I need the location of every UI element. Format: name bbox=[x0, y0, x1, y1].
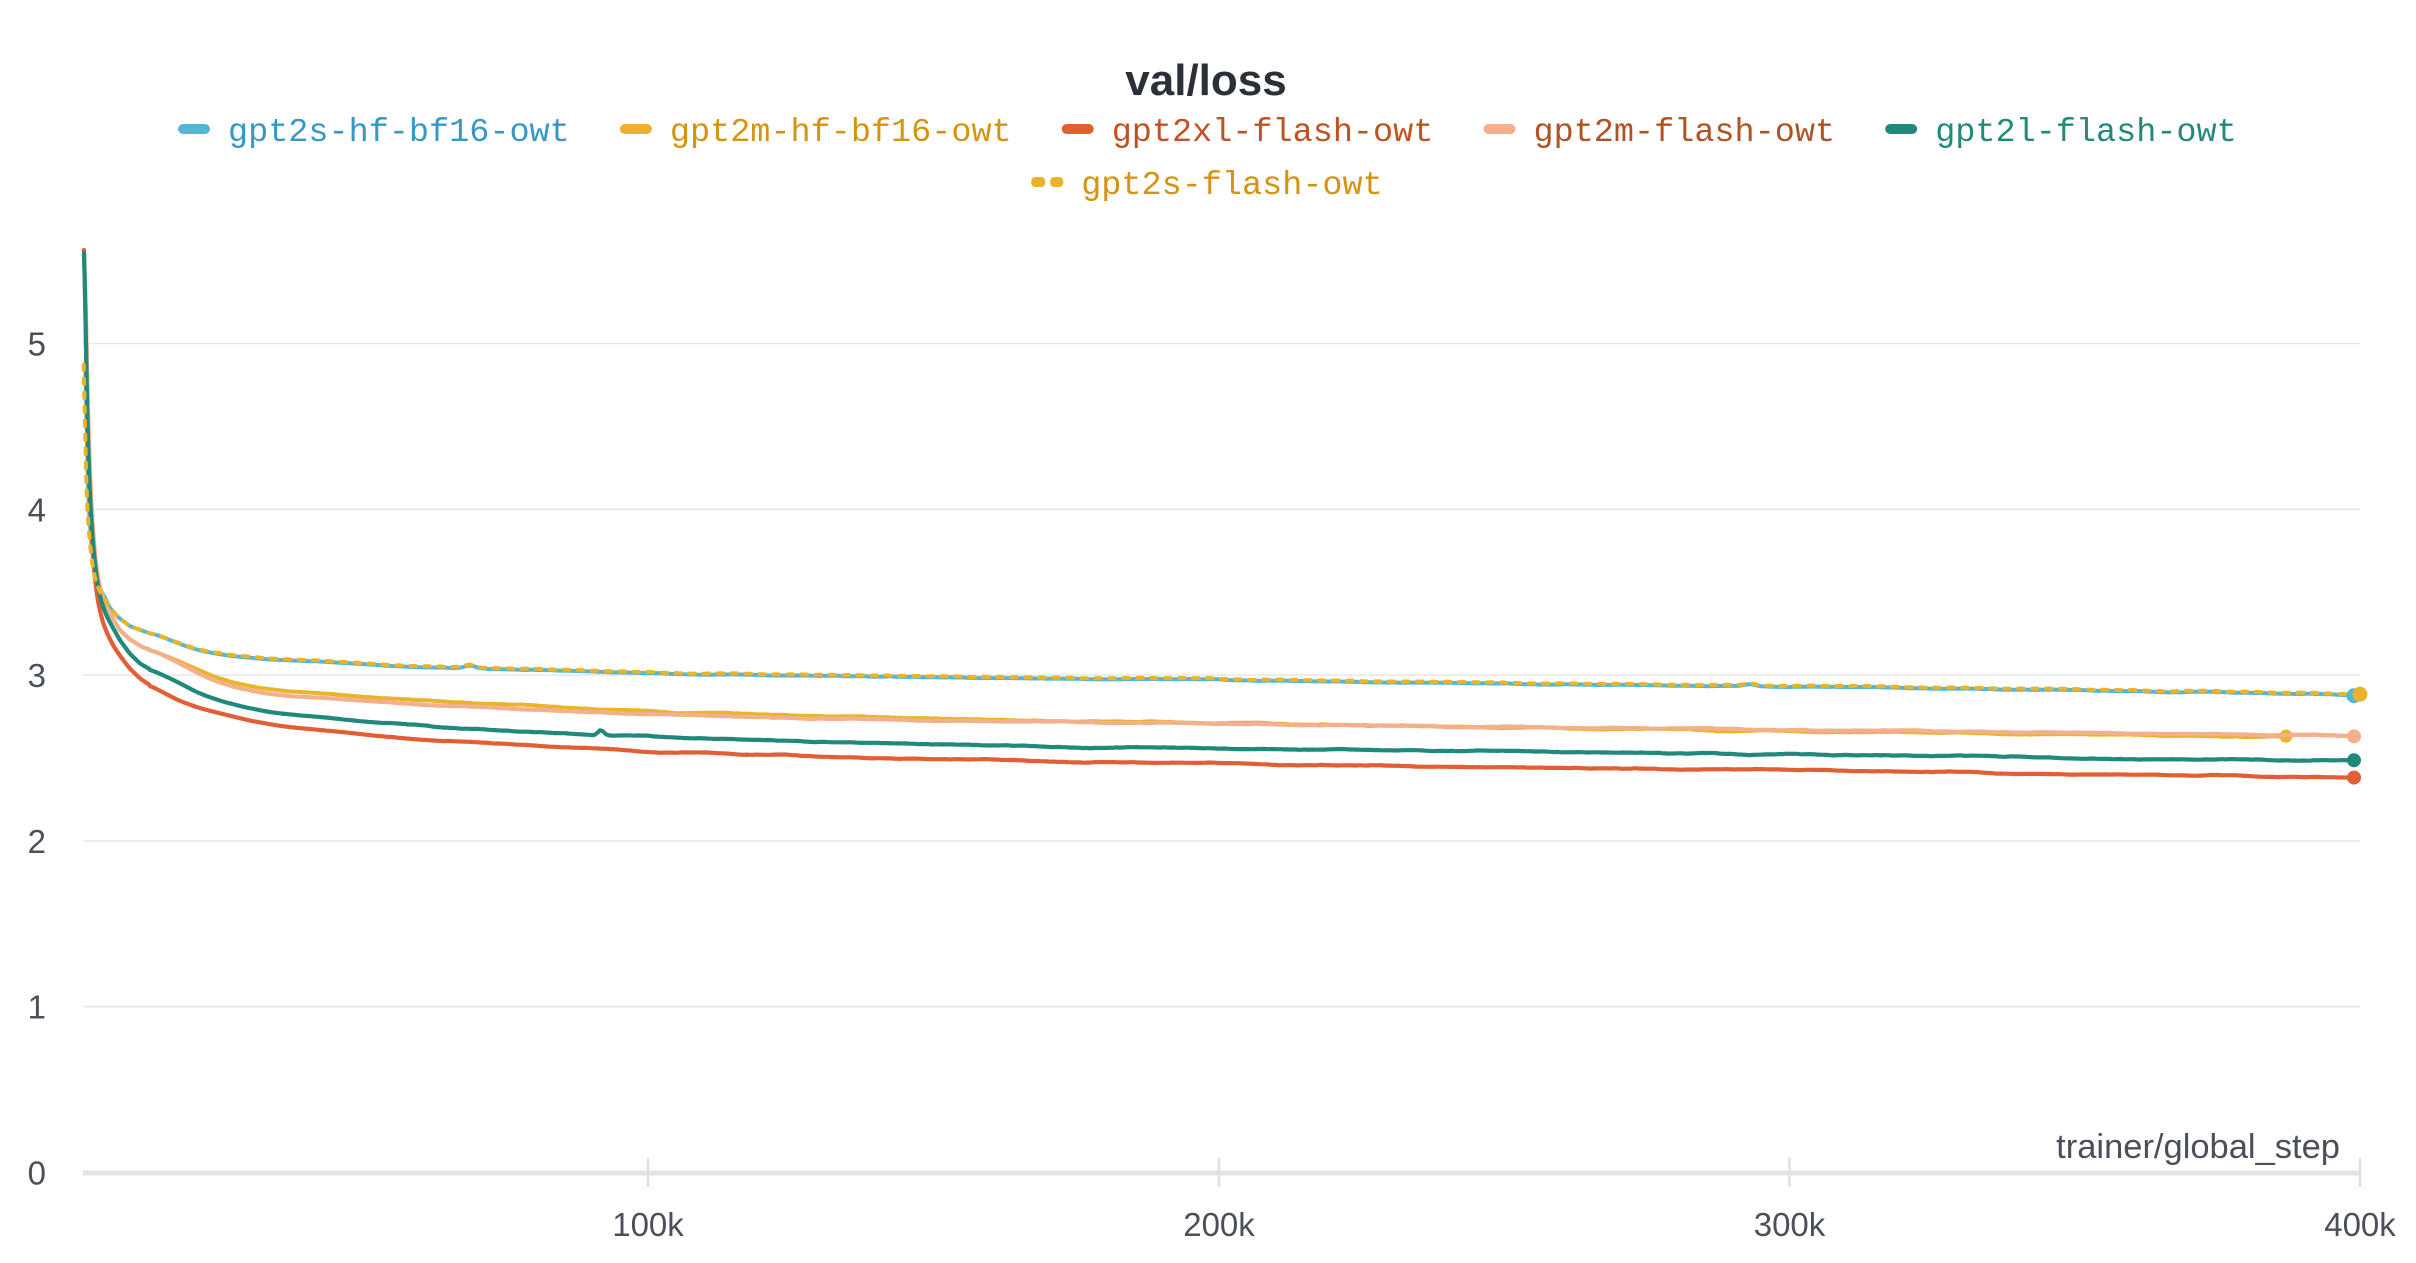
svg-text:3: 3 bbox=[28, 657, 46, 694]
svg-text:5: 5 bbox=[28, 326, 46, 363]
svg-text:2: 2 bbox=[28, 823, 46, 860]
svg-text:val/loss: val/loss bbox=[1125, 56, 1286, 105]
svg-text:gpt2m-hf-bf16-owt: gpt2m-hf-bf16-owt bbox=[670, 114, 1012, 152]
svg-text:300k: 300k bbox=[1754, 1206, 1826, 1243]
svg-text:gpt2l-flash-owt: gpt2l-flash-owt bbox=[1935, 114, 2237, 152]
svg-text:0: 0 bbox=[28, 1155, 46, 1192]
svg-text:gpt2s-flash-owt: gpt2s-flash-owt bbox=[1081, 167, 1383, 205]
svg-text:400k: 400k bbox=[2324, 1206, 2396, 1243]
svg-text:100k: 100k bbox=[612, 1206, 684, 1243]
svg-text:gpt2m-flash-owt: gpt2m-flash-owt bbox=[1534, 114, 1836, 152]
svg-text:200k: 200k bbox=[1183, 1206, 1255, 1243]
svg-text:gpt2xl-flash-owt: gpt2xl-flash-owt bbox=[1112, 114, 1434, 152]
svg-text:4: 4 bbox=[28, 491, 46, 528]
svg-text:1: 1 bbox=[28, 989, 46, 1026]
svg-text:trainer/global_step: trainer/global_step bbox=[2056, 1128, 2340, 1166]
svg-text:gpt2s-hf-bf16-owt: gpt2s-hf-bf16-owt bbox=[228, 114, 570, 152]
